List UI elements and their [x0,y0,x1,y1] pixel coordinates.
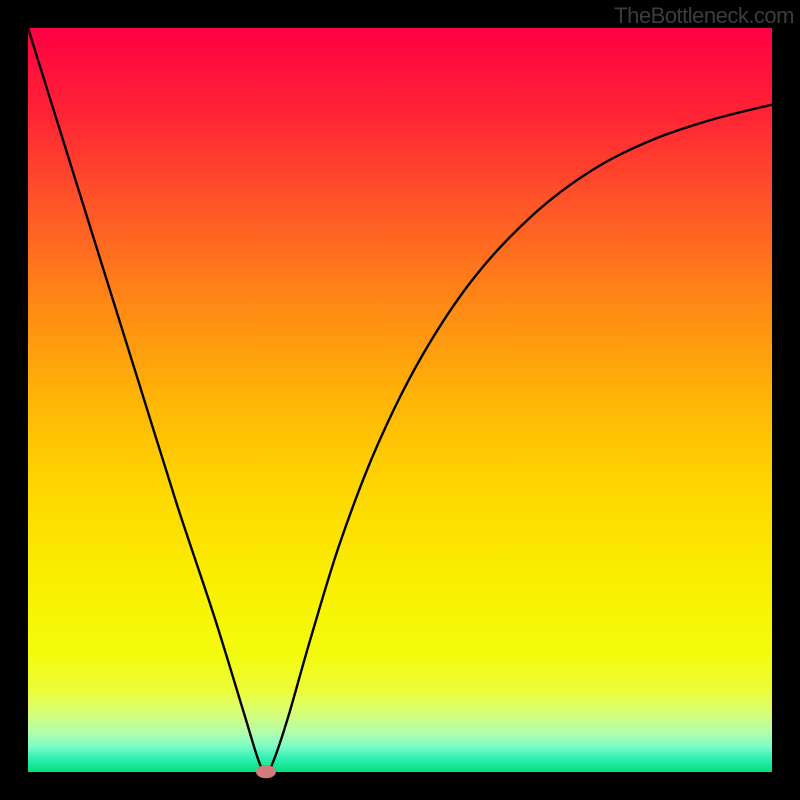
bottleneck-chart: TheBottleneck.com [0,0,800,800]
plot-area [28,28,772,772]
bottleneck-curve [28,28,772,772]
watermark-text: TheBottleneck.com [614,3,794,29]
